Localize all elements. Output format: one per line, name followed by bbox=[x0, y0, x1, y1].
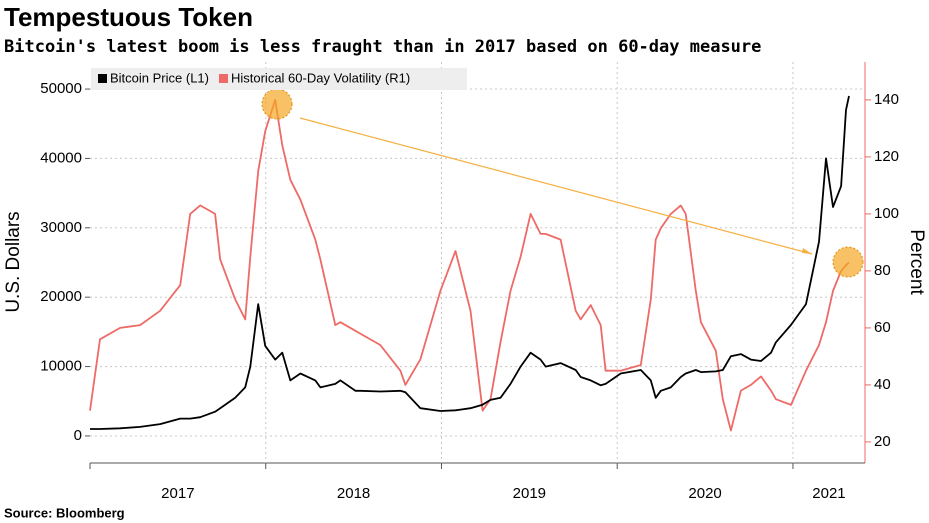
highlight-circle bbox=[832, 246, 864, 278]
series-line bbox=[89, 99, 850, 432]
y2-tick-label: 140 bbox=[874, 91, 899, 108]
legend: Bitcoin Price (L1) Historical 60-Day Vola… bbox=[91, 68, 467, 90]
highlight-circle bbox=[261, 88, 293, 120]
annotation bbox=[261, 88, 864, 278]
y-tick-label: 10000 bbox=[40, 358, 82, 375]
y-tick-label: 30000 bbox=[40, 219, 82, 236]
x-tick-label: 2020 bbox=[688, 485, 721, 502]
chart-title: Tempestuous Token bbox=[4, 2, 253, 32]
legend-label: Bitcoin Price (L1) bbox=[110, 70, 209, 85]
plot-area: 0 10000 20000 30000 40000 50000 20 40 60 80 100 120… bbox=[40, 62, 899, 502]
legend-swatch bbox=[218, 74, 228, 83]
legend-swatch bbox=[98, 74, 107, 83]
y-tick-label: 40000 bbox=[40, 149, 82, 166]
series-line bbox=[90, 95, 850, 430]
x-tick-label: 2018 bbox=[337, 485, 370, 502]
x-tick-label: 2019 bbox=[513, 485, 546, 502]
y-axis-label: U.S. Dollars bbox=[3, 211, 24, 312]
y-tick-label: 20000 bbox=[40, 288, 82, 305]
y-tick-label: 50000 bbox=[40, 80, 82, 97]
legend-label: Historical 60-Day Volatility (R1) bbox=[231, 70, 410, 85]
y2-tick-label: 120 bbox=[874, 148, 899, 165]
y2-tick-label: 100 bbox=[874, 205, 899, 222]
y2-tick-label: 60 bbox=[874, 319, 891, 336]
y2-axis-label: Percent bbox=[906, 229, 927, 295]
y2-tick-label: 40 bbox=[874, 376, 891, 393]
legend-box bbox=[91, 68, 467, 90]
chart-subtitle: Bitcoin's latest boom is less fraught th… bbox=[4, 37, 761, 57]
y2-tick-label: 80 bbox=[874, 262, 891, 279]
arrow-head bbox=[802, 248, 812, 254]
source: Source: Bloomberg bbox=[4, 505, 125, 520]
y2-tick-label: 20 bbox=[874, 433, 891, 450]
annotation-arrow bbox=[299, 117, 813, 255]
x-tick-label: 2021 bbox=[812, 485, 845, 502]
y-tick-label: 0 bbox=[74, 427, 82, 444]
x-tick-label: 2017 bbox=[161, 485, 194, 502]
